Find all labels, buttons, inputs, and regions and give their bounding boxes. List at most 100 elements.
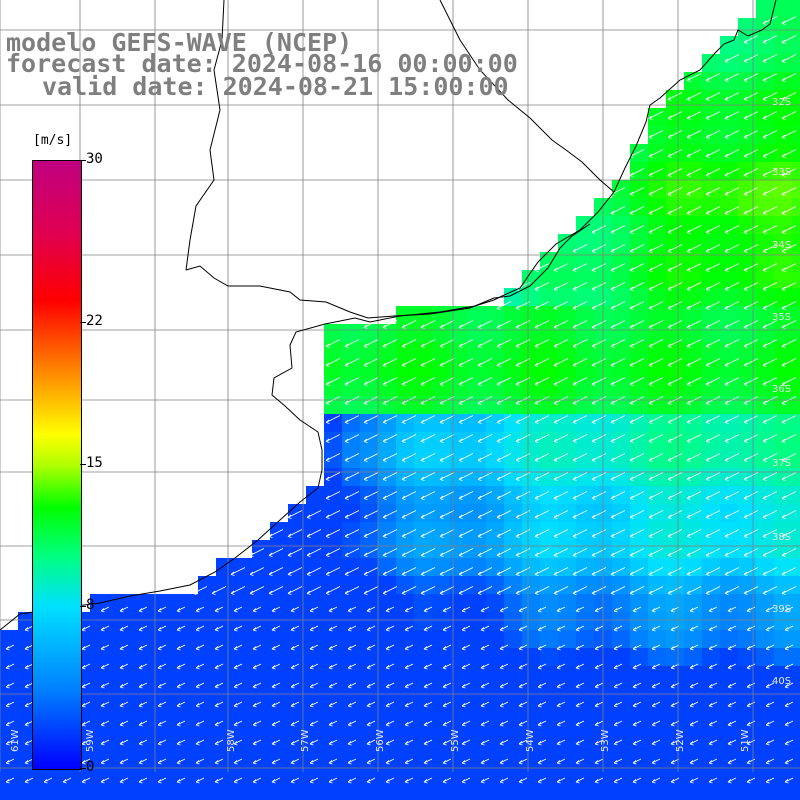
wind-arrow bbox=[214, 663, 224, 670]
wind-arrow bbox=[743, 244, 759, 253]
wind-cell bbox=[576, 684, 595, 703]
wind-cell bbox=[684, 450, 703, 469]
wind-arrow bbox=[781, 567, 797, 576]
wind-cell bbox=[468, 648, 487, 667]
wind-cell bbox=[162, 774, 181, 793]
wind-cell bbox=[108, 792, 127, 800]
wind-arrow bbox=[271, 739, 281, 746]
wind-cell bbox=[360, 342, 379, 361]
wind-cell bbox=[414, 738, 433, 757]
wind-cell bbox=[720, 216, 739, 235]
wind-cell bbox=[306, 666, 325, 685]
wind-cell bbox=[558, 630, 577, 649]
wind-arrow bbox=[363, 415, 379, 424]
wind-arrow bbox=[363, 320, 379, 329]
wind-arrow bbox=[594, 682, 604, 689]
wind-arrow bbox=[537, 701, 547, 708]
wind-cell bbox=[108, 648, 127, 667]
wind-arrow bbox=[119, 663, 129, 670]
wind-arrow bbox=[458, 358, 474, 367]
wind-cell bbox=[648, 702, 667, 721]
wind-cell bbox=[756, 324, 775, 343]
wind-cell bbox=[126, 774, 145, 793]
wind-arrow bbox=[689, 739, 699, 746]
wind-arrow bbox=[5, 758, 15, 765]
wind-arrow bbox=[591, 282, 607, 291]
wind-arrow bbox=[214, 758, 224, 765]
wind-arrow bbox=[119, 739, 129, 746]
wind-cell bbox=[486, 738, 505, 757]
wind-cell bbox=[396, 702, 415, 721]
colorbar-tick bbox=[80, 322, 86, 324]
wind-cell bbox=[342, 324, 361, 343]
wind-arrow bbox=[420, 415, 436, 424]
wind-arrow bbox=[271, 682, 281, 689]
wind-cell bbox=[738, 144, 757, 163]
wind-arrow bbox=[743, 35, 759, 44]
wind-arrow bbox=[613, 663, 623, 670]
wind-arrow bbox=[537, 663, 547, 670]
wind-cell bbox=[558, 792, 577, 800]
wind-cell bbox=[540, 324, 559, 343]
wind-cell bbox=[126, 666, 145, 685]
wind-arrow bbox=[401, 320, 417, 329]
wind-arrow bbox=[781, 225, 797, 234]
wind-arrow bbox=[705, 548, 721, 557]
wind-cell bbox=[756, 360, 775, 379]
wind-cell bbox=[342, 450, 361, 469]
wind-arrow bbox=[743, 567, 759, 576]
wind-arrow bbox=[382, 377, 398, 386]
wind-cell bbox=[522, 630, 541, 649]
wind-arrow bbox=[629, 358, 645, 367]
wind-cell bbox=[522, 558, 541, 577]
wind-cell bbox=[738, 342, 757, 361]
wind-cell bbox=[792, 126, 800, 145]
wind-arrow bbox=[404, 777, 414, 784]
wind-arrow bbox=[5, 701, 15, 708]
wind-arrow bbox=[651, 720, 661, 727]
wind-arrow bbox=[705, 453, 721, 462]
wind-arrow bbox=[629, 586, 645, 595]
wind-cell bbox=[396, 738, 415, 757]
wind-cell bbox=[432, 306, 451, 325]
wind-arrow bbox=[458, 453, 474, 462]
wind-cell bbox=[342, 558, 361, 577]
wind-cell bbox=[738, 756, 757, 775]
wind-arrow bbox=[401, 472, 417, 481]
wind-cell bbox=[756, 612, 775, 631]
wind-cell bbox=[54, 792, 73, 800]
wind-arrow bbox=[724, 586, 740, 595]
wind-arrow bbox=[344, 377, 360, 386]
wind-cell bbox=[432, 486, 451, 505]
wind-cell bbox=[90, 648, 109, 667]
wind-cell bbox=[126, 684, 145, 703]
wind-cell bbox=[720, 270, 739, 289]
wind-cell bbox=[756, 594, 775, 613]
wind-cell bbox=[162, 720, 181, 739]
wind-cell bbox=[450, 450, 469, 469]
wind-cell bbox=[630, 234, 649, 253]
wind-arrow bbox=[724, 529, 740, 538]
wind-cell bbox=[594, 774, 613, 793]
wind-cell bbox=[738, 630, 757, 649]
wind-arrow bbox=[781, 168, 797, 177]
wind-cell bbox=[648, 414, 667, 433]
wind-arrow bbox=[762, 282, 778, 291]
wind-arrow bbox=[686, 529, 702, 538]
wind-arrow bbox=[230, 586, 246, 595]
wind-cell bbox=[702, 108, 721, 127]
wind-cell bbox=[684, 648, 703, 667]
wind-arrow bbox=[667, 510, 683, 519]
wind-cell bbox=[180, 774, 199, 793]
wind-cell bbox=[378, 720, 397, 739]
wind-arrow bbox=[781, 415, 797, 424]
wind-cell bbox=[666, 792, 685, 800]
wind-cell bbox=[126, 756, 145, 775]
wind-cell bbox=[144, 792, 163, 800]
wind-cell bbox=[576, 774, 595, 793]
wind-cell bbox=[792, 594, 800, 613]
wind-cell bbox=[144, 684, 163, 703]
wind-arrow bbox=[442, 701, 452, 708]
wind-arrow bbox=[765, 720, 775, 727]
wind-arrow bbox=[420, 472, 436, 481]
